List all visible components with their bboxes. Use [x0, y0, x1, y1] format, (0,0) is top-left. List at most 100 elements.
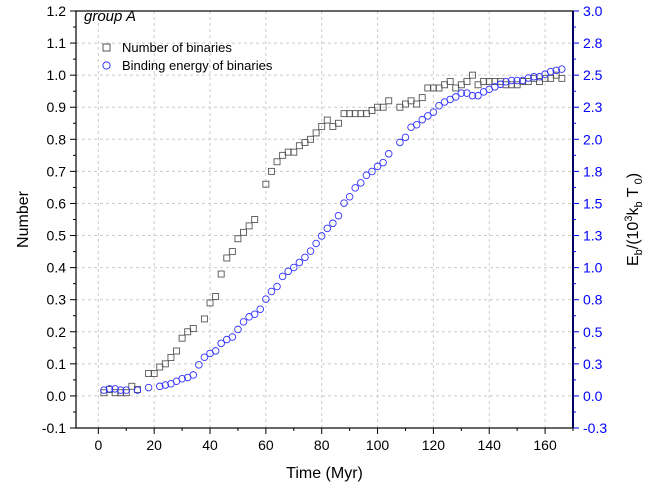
energy-point: [373, 162, 382, 171]
binaries-point: [290, 148, 298, 156]
plot-frame: [75, 10, 574, 429]
x-tick-label: 100: [366, 437, 390, 453]
x-tick-label: 140: [478, 437, 502, 453]
energy-point: [329, 219, 337, 228]
binaries-point: [368, 106, 376, 114]
binaries-point: [234, 235, 242, 243]
binaries-point: [323, 116, 331, 124]
y2-tick-label: 0.5: [583, 324, 603, 340]
energy-point: [429, 108, 438, 116]
energy-point: [502, 78, 510, 86]
x-axis-title: Time (Myr): [286, 465, 363, 482]
energy-point: [301, 253, 309, 262]
legend-label-series2: Binding energy of binaries: [122, 58, 273, 73]
binaries-point: [173, 347, 180, 355]
binaries-point: [240, 228, 247, 236]
binaries-point: [206, 299, 214, 307]
energy-point: [295, 258, 304, 267]
binaries-point: [150, 370, 158, 377]
binaries-point: [474, 81, 482, 89]
binaries-point: [307, 135, 314, 143]
energy-point: [362, 171, 371, 180]
binaries-point: [558, 74, 566, 82]
binaries-point: [228, 248, 236, 256]
energy-point: [468, 91, 477, 100]
x-tick-label: 160: [533, 437, 557, 453]
energy-point: [195, 361, 203, 369]
energy-point: [418, 115, 426, 124]
energy-point: [507, 76, 516, 85]
energy-point: [530, 72, 538, 81]
energy-point: [379, 158, 387, 167]
axes: 0 20 40 60 80 100 120 140 160 -0.1 0.0 0.1 0.2 0.3 0.4…: [42, 3, 607, 453]
y-tick-label: 0.1: [47, 356, 67, 372]
energy-point: [189, 371, 198, 379]
binaries-point: [189, 325, 197, 333]
binaries-point: [480, 78, 488, 86]
binaries-point: [262, 180, 270, 188]
energy-point: [133, 386, 142, 394]
y2-tick-label: 2.5: [583, 67, 603, 83]
legend-label-series1: Number of binaries: [122, 40, 232, 55]
energy-point: [334, 211, 343, 220]
binaries-point: [413, 100, 421, 108]
energy-point: [228, 333, 237, 341]
y2-tick-label: 1.3: [583, 228, 603, 244]
y-axis-title: Number: [15, 190, 32, 248]
binaries-point: [452, 84, 460, 92]
energy-point: [474, 91, 482, 100]
data-marks: [100, 65, 566, 397]
binaries-point: [145, 370, 153, 377]
energy-point: [256, 305, 265, 313]
energy-point: [368, 167, 376, 176]
binaries-point: [407, 97, 415, 105]
energy-point: [250, 310, 259, 319]
legend: Number of binaries Binding energy of bin…: [102, 40, 273, 73]
energy-point: [200, 353, 209, 361]
binaries-point: [435, 84, 443, 92]
binaries-point: [156, 363, 164, 371]
energy-point: [262, 295, 270, 303]
energy-point: [161, 381, 170, 389]
energy-point: [558, 65, 566, 73]
energy-point: [217, 339, 225, 348]
binaries-point: [318, 123, 326, 130]
binaries-point: [301, 139, 309, 146]
energy-point: [116, 386, 125, 394]
binaries-point: [279, 151, 287, 159]
energy-point: [156, 382, 164, 391]
y-tick-label: 0.9: [47, 99, 67, 115]
y2-axis-title: Eb/(103kb T 0): [623, 173, 645, 266]
binaries-point: [441, 81, 449, 89]
energy-point: [312, 239, 320, 248]
binaries-point: [295, 142, 303, 150]
y-tick-label: -0.1: [42, 420, 66, 436]
y2-tick-label: -0.3: [583, 420, 607, 436]
energy-point: [524, 74, 533, 82]
legend-marker-square: [102, 43, 111, 52]
binaries-point: [385, 97, 393, 105]
energy-point: [234, 325, 242, 334]
y2-tick-label: 2.0: [583, 131, 603, 147]
y2-tick-label: 2.3: [583, 99, 603, 115]
energy-point: [278, 272, 287, 281]
binaries-point: [284, 148, 292, 156]
binaries-point: [161, 360, 169, 368]
grid: [76, 11, 573, 428]
binaries-point: [329, 123, 337, 130]
y-tick-label: 0.8: [47, 131, 67, 147]
x-tick-label: 20: [146, 437, 162, 453]
y-tick-label: 0.0: [47, 388, 67, 404]
y-tick-label: 1.1: [47, 35, 67, 51]
binaries-point: [457, 81, 465, 89]
energy-point: [100, 386, 108, 394]
energy-point: [105, 385, 114, 393]
binaries-point: [312, 129, 320, 137]
binaries-point: [402, 100, 409, 108]
energy-point: [284, 267, 292, 276]
energy-point: [267, 287, 276, 296]
binaries-point: [351, 110, 359, 118]
y-tick-label: 1.2: [47, 3, 67, 19]
binaries-point: [251, 216, 259, 223]
